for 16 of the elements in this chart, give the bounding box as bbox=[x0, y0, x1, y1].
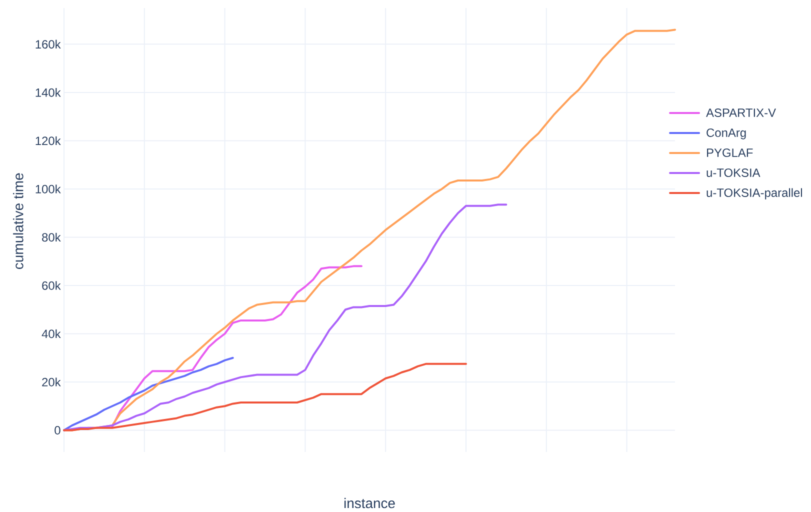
y-tick-label: 100k bbox=[36, 184, 61, 194]
legend-label: PYGLAF bbox=[707, 148, 753, 157]
y-tick-label: 160k bbox=[36, 40, 61, 49]
y-tick-label: 120k bbox=[36, 136, 61, 146]
x-axis-title: instance bbox=[344, 498, 395, 508]
y-tick-label: 20k bbox=[42, 378, 61, 386]
y-tick-label: 0 bbox=[54, 426, 60, 434]
legend-label: u-TOKSIA-parallel bbox=[706, 188, 802, 200]
y-tick-label: 140k bbox=[36, 88, 61, 97]
y-axis-title: cumulative time bbox=[13, 173, 24, 269]
legend-label: ASPARTIX-V bbox=[706, 108, 776, 117]
y-tick-label: 80k bbox=[42, 232, 61, 242]
y-tick-label: 40k bbox=[42, 329, 61, 338]
legend-label: u-TOKSIA bbox=[706, 168, 760, 177]
y-tick-label: 60k bbox=[42, 281, 61, 290]
legend-label: ConArg bbox=[706, 128, 746, 140]
